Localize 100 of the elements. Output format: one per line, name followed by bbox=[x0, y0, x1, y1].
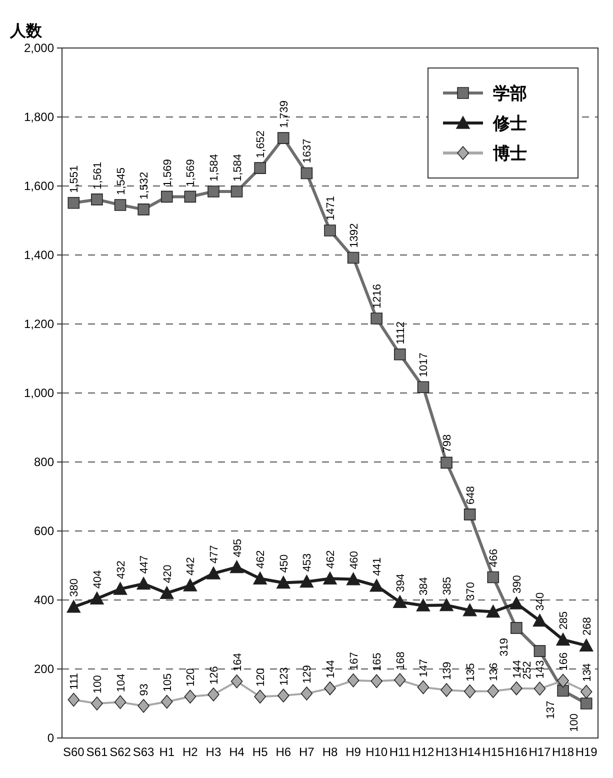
point bbox=[114, 695, 126, 710]
point bbox=[230, 674, 243, 688]
data-label: 319 bbox=[498, 638, 510, 656]
x-tick-label: H18 bbox=[552, 745, 574, 759]
point bbox=[160, 190, 173, 203]
point bbox=[277, 132, 290, 144]
point bbox=[90, 592, 104, 605]
legend-label: 学部 bbox=[493, 84, 527, 103]
point bbox=[160, 586, 174, 599]
point bbox=[230, 560, 244, 574]
point bbox=[91, 696, 103, 710]
data-label: 134 bbox=[581, 663, 594, 682]
data-label: 137 bbox=[545, 700, 558, 720]
data-label: 144 bbox=[511, 660, 524, 678]
point bbox=[579, 638, 594, 652]
x-tick-label: H10 bbox=[366, 745, 388, 759]
data-label: 1112 bbox=[394, 322, 407, 344]
x-tick-label: S60 bbox=[62, 745, 85, 759]
point bbox=[557, 674, 569, 688]
data-label: 420 bbox=[162, 564, 174, 584]
point bbox=[347, 673, 360, 688]
data-label: 453 bbox=[302, 553, 314, 572]
y-tick-label: 2,000 bbox=[24, 41, 54, 55]
x-tick-label: H2 bbox=[182, 745, 198, 759]
data-label: 447 bbox=[138, 555, 151, 574]
point bbox=[138, 699, 150, 713]
point bbox=[184, 690, 196, 704]
data-label: 1,739 bbox=[278, 100, 290, 128]
x-tick-label: H13 bbox=[436, 745, 458, 759]
point bbox=[486, 604, 500, 618]
point bbox=[534, 645, 546, 657]
data-label: 129 bbox=[302, 665, 314, 684]
point bbox=[417, 381, 430, 394]
point bbox=[347, 252, 360, 264]
point bbox=[440, 456, 452, 469]
point bbox=[254, 690, 266, 704]
point bbox=[370, 312, 383, 324]
data-label: 120 bbox=[185, 668, 198, 687]
point bbox=[440, 683, 452, 697]
data-label: 450 bbox=[278, 554, 290, 573]
data-label: 477 bbox=[208, 545, 220, 564]
point bbox=[487, 571, 500, 584]
point bbox=[114, 199, 126, 211]
point bbox=[394, 348, 406, 360]
point bbox=[510, 596, 524, 610]
point bbox=[113, 582, 128, 595]
point bbox=[206, 566, 220, 580]
point bbox=[136, 576, 150, 590]
point bbox=[230, 186, 243, 198]
legend-label: 博士 bbox=[492, 144, 527, 163]
data-label: 384 bbox=[418, 577, 430, 596]
point bbox=[580, 684, 592, 699]
data-label: 1216 bbox=[372, 284, 384, 308]
point bbox=[323, 572, 337, 585]
data-label: 126 bbox=[208, 666, 220, 685]
data-label: 1471 bbox=[325, 196, 337, 221]
y-tick-label: 400 bbox=[34, 593, 54, 607]
data-label: 1,569 bbox=[185, 159, 198, 187]
point bbox=[324, 224, 336, 236]
point bbox=[277, 688, 290, 702]
data-label: 1,652 bbox=[255, 130, 268, 158]
data-label: 495 bbox=[232, 538, 244, 558]
data-label: 166 bbox=[558, 652, 570, 671]
x-tick-label: S62 bbox=[110, 745, 132, 759]
data-label: 139 bbox=[442, 662, 454, 680]
y-tick-label: 1,800 bbox=[24, 110, 54, 124]
data-label: 648 bbox=[464, 486, 477, 504]
x-tick-label: H16 bbox=[505, 745, 528, 759]
x-tick-label: S63 bbox=[132, 745, 155, 759]
x-tick-label: H7 bbox=[299, 745, 315, 759]
data-label: 123 bbox=[278, 667, 290, 686]
y-tick-label: 1,600 bbox=[24, 179, 54, 193]
data-label: 1,584 bbox=[208, 154, 220, 182]
y-axis-title: 人数 bbox=[9, 22, 43, 40]
x-tick-label: H5 bbox=[252, 745, 268, 759]
point bbox=[324, 681, 336, 696]
point bbox=[462, 603, 477, 616]
data-label: 442 bbox=[185, 557, 198, 576]
data-label: 432 bbox=[115, 560, 128, 579]
point bbox=[440, 598, 454, 612]
x-tick-label: H3 bbox=[206, 745, 222, 759]
data-label: 1,561 bbox=[92, 162, 104, 190]
point bbox=[370, 578, 384, 592]
data-label: 164 bbox=[232, 653, 244, 672]
data-label: 165 bbox=[372, 652, 384, 672]
y-tick-label: 1,400 bbox=[24, 248, 54, 262]
point bbox=[184, 190, 196, 203]
point bbox=[300, 686, 313, 700]
data-label: 111 bbox=[68, 672, 81, 690]
data-label: 100 bbox=[568, 714, 580, 732]
point bbox=[580, 698, 592, 710]
data-label: 144 bbox=[325, 660, 337, 678]
x-tick-label: H15 bbox=[482, 745, 504, 759]
point bbox=[557, 684, 569, 697]
y-tick-label: 200 bbox=[34, 662, 54, 676]
data-label: 252 bbox=[522, 661, 534, 680]
data-label: 100 bbox=[92, 675, 104, 694]
point bbox=[68, 692, 80, 707]
y-tick-label: 800 bbox=[34, 455, 54, 469]
data-label: 390 bbox=[511, 575, 524, 594]
